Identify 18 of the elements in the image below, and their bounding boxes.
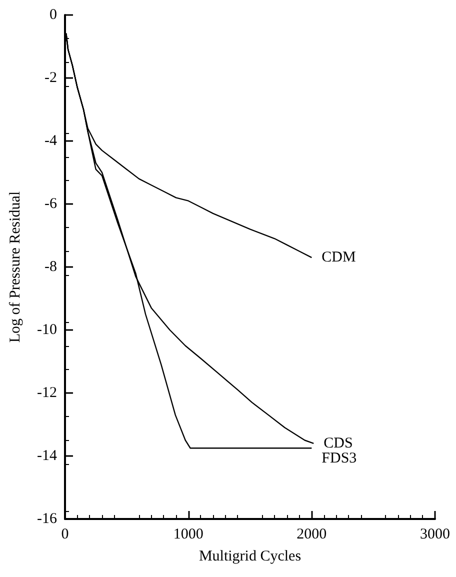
x-tick-label: 3000 (420, 526, 450, 542)
y-tick-label: -12 (37, 385, 57, 401)
series-label: FDS3 (322, 450, 357, 466)
y-tick-label: -16 (37, 511, 58, 527)
y-tick-label: -8 (44, 259, 57, 275)
y-tick-label: -6 (44, 196, 58, 212)
y-tick-label: -2 (44, 70, 57, 86)
x-tick-label: 2000 (296, 526, 327, 542)
y-tick-label: -10 (37, 322, 57, 338)
y-axis-title: Log of Pressure Residual (8, 191, 24, 343)
y-tick-label: 0 (50, 7, 57, 23)
x-tick-label: 0 (61, 526, 69, 542)
y-tick-label: -4 (44, 133, 58, 149)
x-axis-title: Multigrid Cycles (198, 548, 302, 564)
y-tick-label: -14 (37, 448, 58, 464)
x-tick-label: 1000 (173, 526, 204, 542)
series-label: CDS (324, 435, 353, 452)
series-label: CDM (322, 250, 356, 266)
